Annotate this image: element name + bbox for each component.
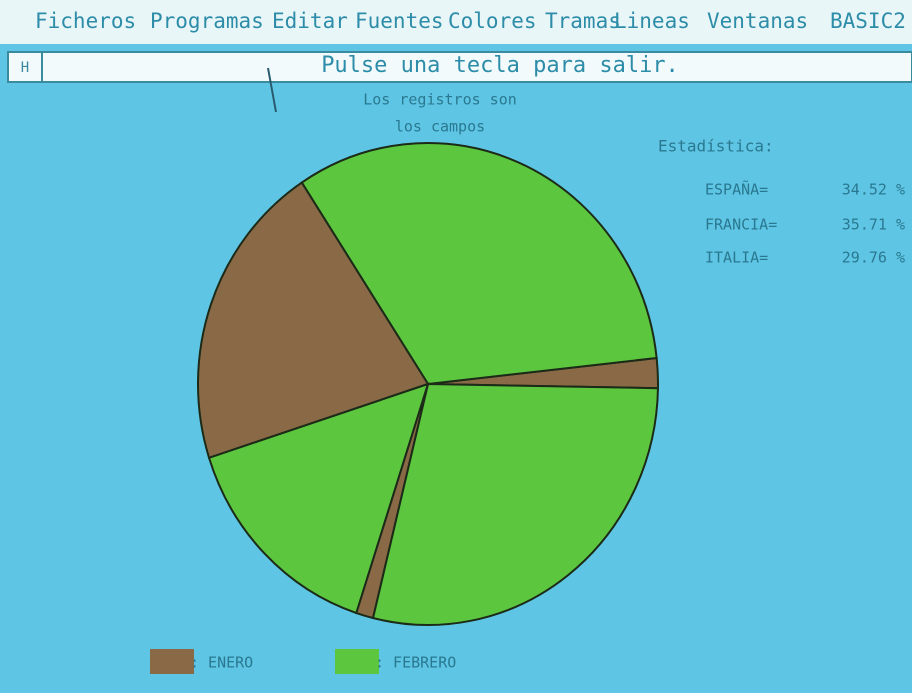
legend-swatch — [335, 649, 379, 674]
chart-title: Los registros son — [363, 91, 517, 109]
stat-value: 35.71 % — [842, 216, 905, 234]
menu-item[interactable]: Fuentes — [355, 9, 444, 33]
stats-title: Estadística: — [658, 137, 774, 156]
legend-label: : ENERO — [190, 654, 253, 672]
menu-item[interactable]: Editar — [272, 9, 348, 33]
stat-label: FRANCIA= — [705, 216, 777, 234]
menu-item[interactable]: Ventanas — [707, 9, 808, 33]
pie — [198, 143, 658, 625]
chart-subtitle: los campos — [395, 118, 485, 136]
menu-item[interactable]: Ficheros — [35, 9, 136, 33]
menu-item[interactable]: BASIC2 — [830, 9, 906, 33]
screen: H Pulse una tecla para salir. Los regist… — [0, 0, 912, 693]
menu-item[interactable]: Lineas — [614, 9, 690, 33]
stat-label: ESPAÑA= — [705, 180, 768, 199]
legend-label: : FEBRERO — [375, 654, 456, 672]
window-title: Pulse una tecla para salir. — [321, 53, 679, 78]
stat-value: 34.52 % — [842, 181, 905, 199]
stat-value: 29.76 % — [842, 249, 905, 267]
stat-label: ITALIA= — [705, 249, 768, 267]
menu-item[interactable]: Programas — [150, 9, 264, 33]
menu-item[interactable]: Tramas — [545, 9, 621, 33]
legend-swatch — [150, 649, 194, 674]
menu-item[interactable]: Colores — [448, 9, 537, 33]
window-icon[interactable]: H — [21, 60, 29, 76]
